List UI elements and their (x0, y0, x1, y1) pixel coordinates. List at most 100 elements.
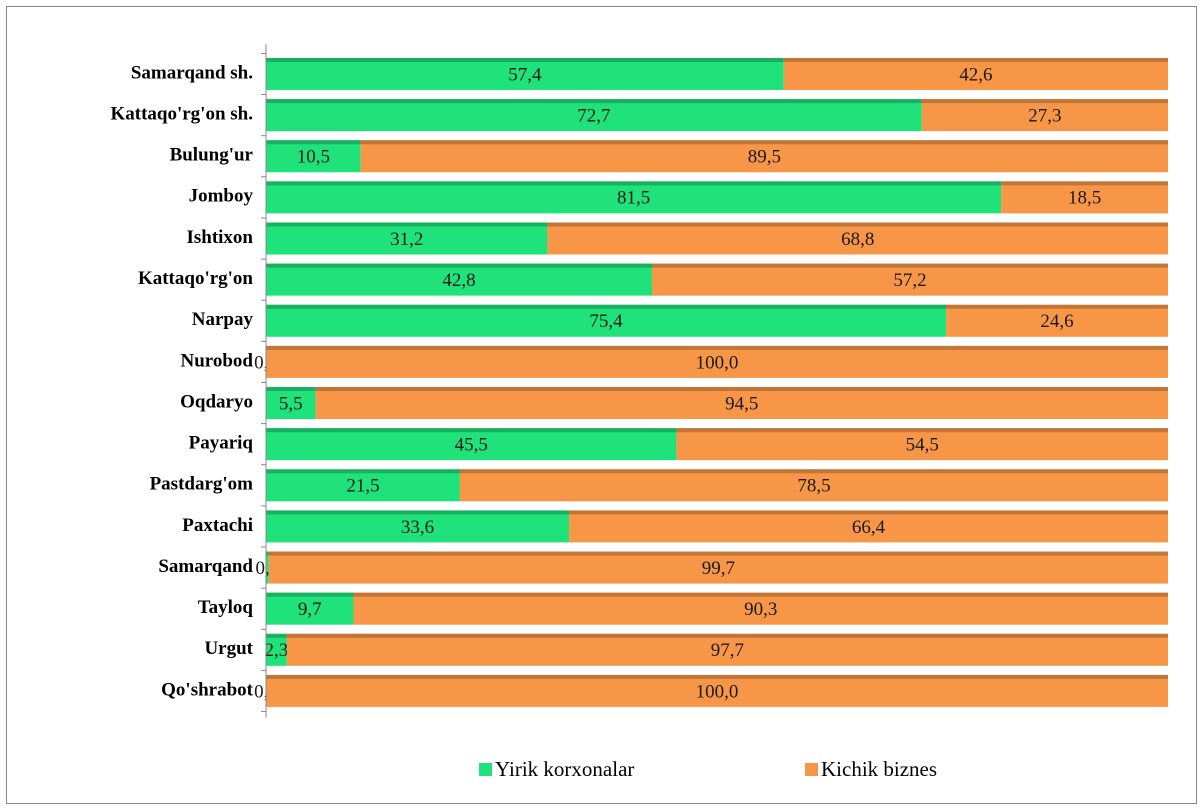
bar-segment (652, 263, 1168, 296)
bar-segment (266, 181, 1002, 214)
bar-segment-edge (547, 222, 1168, 227)
data-label: 94,5 (725, 393, 758, 414)
y-tick-label: Narpay (192, 309, 254, 330)
data-label: 89,5 (748, 147, 781, 168)
data-label: 2,3 (264, 640, 288, 661)
y-tick-label: Payariq (189, 433, 254, 454)
bar-segment-edge (652, 263, 1168, 268)
bar-segment (266, 387, 316, 420)
bar-segment (266, 222, 548, 255)
bar-segment (266, 99, 922, 132)
bar-segment (921, 99, 1168, 132)
y-tick-label: Pastdarg'om (150, 474, 254, 495)
data-label: 24,6 (1040, 311, 1073, 332)
data-label: 90,3 (744, 599, 777, 620)
bar-segment (266, 592, 354, 625)
bar-segment-edge (266, 99, 922, 104)
legend-swatch (805, 763, 818, 776)
bar-segment-edge (1001, 181, 1168, 186)
y-tick-label: Qo'shrabot (161, 679, 254, 700)
bar-segment (266, 633, 287, 666)
y-tick-label: Nurobod (180, 350, 253, 371)
data-label: 68,8 (841, 229, 874, 250)
data-label: 33,6 (401, 517, 434, 538)
y-tick-label: Tayloq (198, 597, 254, 618)
data-label: 100,0 (696, 352, 739, 373)
data-label: 75,4 (589, 311, 623, 332)
data-label: 54,5 (906, 435, 939, 456)
y-tick-label: Paxtachi (182, 515, 253, 536)
bar-segment (360, 140, 1169, 173)
y-tick-label: Jomboy (189, 186, 254, 207)
y-tick-label: Samarqand (158, 556, 253, 577)
bar-segment-edge (353, 592, 1168, 597)
bar-segment (946, 304, 1168, 337)
bar-segment (266, 551, 269, 584)
y-tick-label: Urgut (204, 638, 253, 659)
y-tick-label: Bulung'ur (170, 145, 254, 166)
bar-segment-edge (266, 633, 287, 638)
legend-swatch (479, 763, 492, 776)
bar-segment-edge (315, 387, 1168, 392)
bar-segment (547, 222, 1168, 255)
bar-segment (266, 140, 361, 173)
bar-segment-edge (266, 387, 316, 392)
bar-segment (1001, 181, 1168, 214)
bar-segment-edge (360, 140, 1169, 145)
data-label: 99,7 (702, 558, 735, 579)
bar-segment-edge (266, 510, 570, 515)
data-label: 10,5 (297, 147, 330, 168)
bar-segment-edge (266, 345, 1168, 350)
data-label: 97,7 (711, 640, 744, 661)
bar-segment-edge (286, 633, 1169, 638)
y-tick-label: Oqdaryo (180, 391, 253, 412)
bar-segment (569, 510, 1168, 543)
bar-segment-edge (783, 58, 1168, 62)
data-label: 27,3 (1028, 105, 1061, 126)
data-label: 31,2 (390, 229, 423, 250)
data-label: 72,7 (577, 105, 610, 126)
bar-segment-edge (266, 263, 653, 268)
legend-label: Kichik biznes (821, 757, 937, 781)
data-label: 78,5 (797, 476, 830, 497)
bar-segment-edge (266, 58, 784, 62)
y-tick-label: Kattaqo'rg'on (138, 268, 253, 289)
data-label: 18,5 (1068, 188, 1101, 209)
data-label: 100,0 (696, 681, 739, 702)
bar-segment-edge (266, 222, 548, 227)
bar-segment (286, 633, 1169, 666)
bar-segment-edge (266, 592, 354, 597)
bar-segment (266, 263, 653, 296)
data-label: 42,8 (442, 270, 475, 291)
bar-segment-edge (569, 510, 1168, 515)
data-label: 57,4 (508, 64, 542, 85)
bar-segment (459, 469, 1168, 502)
bar-segment (266, 304, 947, 337)
bar-segment-edge (266, 428, 677, 433)
bar-segment-edge (676, 428, 1168, 433)
y-tick-label: Kattaqo'rg'on sh. (110, 103, 253, 124)
bar-segment-edge (946, 304, 1168, 309)
data-label: 21,5 (346, 476, 379, 497)
bar-segment-edge (268, 551, 1168, 556)
bar-segment-edge (266, 551, 269, 556)
bar-segment-edge (266, 181, 1002, 186)
data-label: 45,5 (455, 435, 488, 456)
data-label: 81,5 (617, 188, 650, 209)
bar-segment (676, 428, 1168, 461)
bar-segment (783, 58, 1168, 90)
legend-label: Yirik korxonalar (495, 757, 634, 781)
y-tick-label: Ishtixon (186, 227, 253, 248)
data-label: 5,5 (279, 393, 303, 414)
bar-segment-edge (266, 469, 460, 474)
bar-segment (266, 428, 677, 461)
bar-segment-edge (266, 674, 1168, 679)
data-label: 42,6 (959, 64, 992, 85)
bar-segment (266, 674, 1168, 707)
bar-segment-edge (266, 140, 361, 145)
data-label: 57,2 (893, 270, 926, 291)
data-label: 66,4 (852, 517, 886, 538)
bar-segment-edge (266, 304, 947, 309)
bar-segment (266, 345, 1168, 378)
